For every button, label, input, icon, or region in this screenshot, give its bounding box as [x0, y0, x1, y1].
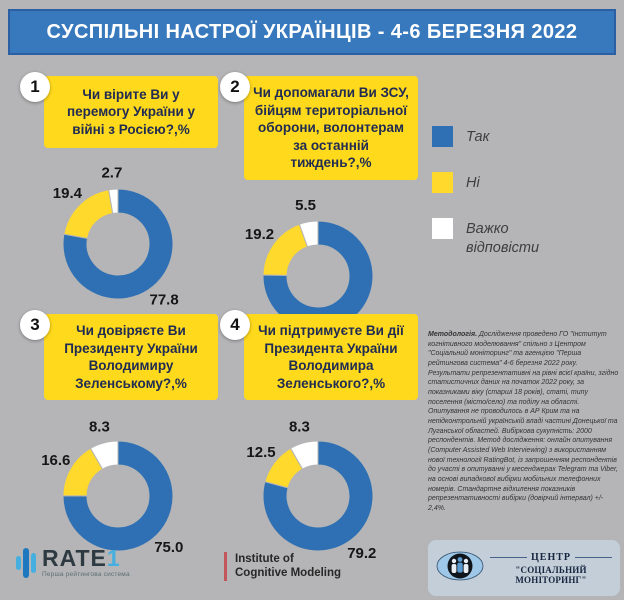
donut-value-label: 5.5: [295, 197, 316, 214]
legend-label-hard-to-answer: Важко відповісти: [466, 221, 540, 256]
rate1-accent: 1: [106, 545, 120, 571]
question-text-box-3: Чи довіряєте Ви Президенту України Волод…: [44, 314, 218, 401]
question-block-2: 2 Чи допомагали Ви ЗСУ, бійцям територіа…: [218, 72, 418, 357]
legend-label-yes: Так: [466, 129, 490, 145]
donut-value-label: 2.7: [101, 164, 122, 181]
donut-segment-Так: [262, 440, 374, 552]
question-number-badge-3: 3: [20, 310, 50, 340]
donut-segment-Важко відповісти: [289, 440, 319, 470]
question-number-badge-4: 4: [220, 310, 250, 340]
rate1-text: RATE: [42, 545, 107, 571]
donut-value-label: 77.8: [149, 291, 178, 308]
institute-of-cognitive-modeling-logo: Institute of Cognitive Modeling: [224, 552, 341, 581]
donut-value-label: 16.6: [41, 452, 70, 469]
donut-value-label: 12.5: [246, 444, 275, 461]
question-number-badge-2: 2: [220, 72, 250, 102]
legend-swatch-white: [432, 218, 453, 239]
eye-people-icon: [436, 550, 484, 587]
donut-chart-3: 75.0 16.6 8.3: [18, 400, 218, 577]
donut-value-label: 75.0: [154, 539, 183, 556]
page-title: СУСПІЛЬНІ НАСТРОЇ УКРАЇНЦІВ - 4-6 БЕРЕЗН…: [46, 20, 578, 43]
question-text: Чи довіряєте Ви Президенту України Волод…: [64, 323, 198, 391]
rate1-wordmark: RATE1 Перша рейтингова система: [42, 547, 130, 579]
institute-line2: Cognitive Modeling: [235, 567, 342, 580]
donut-value-label: 19.2: [245, 226, 274, 243]
question-text-box-4: Чи підтримуєте Ви дії Президента України…: [244, 314, 418, 401]
center-line1-text: ЦЕНТР: [531, 551, 572, 563]
methodology-lead: Методологія.: [428, 331, 478, 338]
question-block-3: 3 Чи довіряєте Ви Президенту України Вол…: [18, 310, 218, 577]
rate1-logo: RATE1 Перша рейтингова система: [16, 547, 130, 579]
donut-svg: 75.0 16.6 8.3: [41, 419, 183, 557]
question-text: Чи вірите Ви у перемогу України у війні …: [66, 86, 196, 137]
question-number: 2: [230, 77, 240, 96]
legend-swatch-blue: [432, 126, 453, 147]
legend-label-no: Ні: [466, 175, 480, 191]
donut-value-label: 79.2: [347, 545, 376, 562]
legend-item-no: Ні: [432, 172, 571, 193]
methodology-block: Методологія. Дослідження проведено ГО "І…: [428, 330, 620, 513]
legend: Так Ні Важко відповісти: [432, 126, 571, 258]
center-line2-text: "СОЦІАЛЬНИЙ МОНІТОРИНГ": [515, 564, 587, 585]
donut-chart-4: 79.2 12.5 8.3: [218, 400, 418, 577]
question-number: 3: [30, 315, 40, 334]
social-monitoring-center-logo: ЦЕНТР "СОЦІАЛЬНИЙ МОНІТОРИНГ": [428, 540, 620, 596]
question-block-1: 1 Чи вірите Ви у перемогу України у війн…: [18, 72, 218, 325]
question-text-box-1: Чи вірите Ви у перемогу України у війні …: [44, 76, 218, 148]
question-text-box-2: Чи допомагали Ви ЗСУ, бійцям територіаль…: [244, 76, 418, 180]
question-block-4: 4 Чи підтримуєте Ви дії Президента Украї…: [218, 310, 418, 577]
legend-item-hard-to-answer: Важко відповісти: [432, 218, 571, 258]
legend-swatch-yellow: [432, 172, 453, 193]
donut-segment-Важко відповісти: [298, 220, 319, 248]
rate1-subtitle: Перша рейтингова система: [42, 571, 130, 578]
donut-value-label: 19.4: [53, 185, 83, 202]
donut-segment-Так: [262, 220, 374, 332]
donut-value-label: 8.3: [89, 419, 110, 436]
donut-segment-Важко відповісти: [108, 188, 119, 215]
donut-svg: 79.2 12.5 8.3: [246, 419, 376, 563]
donut-segment-Так: [62, 440, 174, 552]
donut-segment-Так: [62, 188, 174, 300]
question-number: 1: [30, 77, 40, 96]
methodology-body: Дослідження проведено ГО "Інститут когні…: [428, 331, 619, 512]
question-number-badge-1: 1: [20, 72, 50, 102]
donut-chart-1: 77.8 19.4 2.7: [18, 148, 218, 325]
question-text: Чи підтримуєте Ви дії Президента України…: [258, 323, 404, 391]
donut-value-label: 8.3: [289, 419, 310, 436]
institute-line1: Institute of: [235, 553, 294, 565]
donut-svg: 77.8 19.4 2.7: [53, 164, 179, 308]
question-text: Чи допомагали Ви ЗСУ, бійцям територіаль…: [253, 85, 409, 171]
header-bar: СУСПІЛЬНІ НАСТРОЇ УКРАЇНЦІВ - 4-6 БЕРЕЗН…: [8, 9, 616, 55]
center-wordmark: ЦЕНТР "СОЦІАЛЬНИЙ МОНІТОРИНГ": [490, 551, 613, 585]
donut-segment-Важко відповісти: [89, 440, 119, 471]
rate1-bars-icon: [16, 547, 36, 578]
legend-item-yes: Так: [432, 126, 571, 147]
question-number: 4: [230, 315, 240, 334]
